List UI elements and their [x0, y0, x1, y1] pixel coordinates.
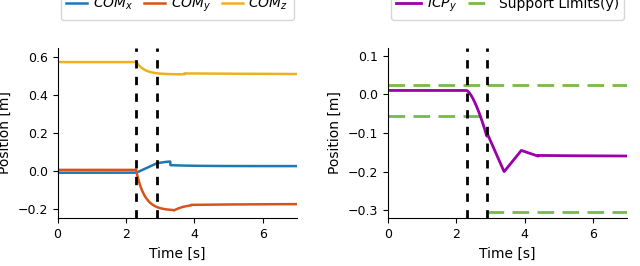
X-axis label: Time [s]: Time [s] [479, 246, 536, 260]
$COM_y$ [245, 203, 253, 206]
$COM_x$ [218, 164, 226, 168]
$COM_z$ [159, 72, 167, 76]
$COM_y$ [218, 203, 226, 206]
Y-axis label: Position [m]: Position [m] [328, 92, 342, 174]
$ICP_y$ [571, 154, 579, 157]
$COM_y$ [293, 202, 301, 206]
$COM_z$ [54, 60, 61, 64]
$ICP_y$ [490, 146, 497, 149]
$COM_x$ [159, 161, 167, 164]
$COM_x$ [78, 171, 86, 174]
$ICP_y$ [575, 154, 583, 157]
$ICP_y$ [623, 154, 631, 157]
$ICP_y$ [548, 154, 556, 157]
Line: $COM_x$: $COM_x$ [58, 161, 297, 173]
$COM_z$ [180, 73, 188, 76]
$COM_z$ [150, 71, 158, 74]
$COM_z$ [293, 72, 301, 76]
Y-axis label: Position [m]: Position [m] [0, 92, 12, 174]
$COM_y$ [78, 168, 86, 172]
$COM_y$ [241, 203, 248, 206]
$COM_y$ [159, 207, 167, 210]
$COM_z$ [241, 72, 248, 75]
$COM_z$ [78, 60, 86, 64]
Line: $ICP_y$: $ICP_y$ [388, 90, 627, 172]
Legend: $ICP_y$, Support Limits(y): $ICP_y$, Support Limits(y) [391, 0, 624, 19]
Line: $COM_z$: $COM_z$ [58, 62, 297, 74]
$COM_x$ [241, 164, 248, 168]
$ICP_y$ [500, 170, 508, 173]
$COM_x$ [150, 163, 158, 166]
$ICP_y$ [384, 89, 392, 92]
$ICP_y$ [408, 89, 416, 92]
$COM_x$ [54, 171, 61, 174]
$COM_x$ [166, 160, 174, 163]
$COM_y$ [150, 204, 158, 207]
Legend: $COM_x$, $COM_y$, $COM_z$: $COM_x$, $COM_y$, $COM_z$ [61, 0, 294, 20]
$COM_x$ [245, 164, 253, 168]
$COM_y$ [170, 209, 178, 212]
$COM_y$ [54, 168, 61, 172]
$COM_z$ [218, 72, 226, 75]
$COM_x$ [293, 164, 301, 168]
X-axis label: Time [s]: Time [s] [149, 246, 205, 260]
$ICP_y$ [481, 127, 488, 131]
Line: $COM_y$: $COM_y$ [58, 170, 297, 210]
$COM_z$ [245, 72, 253, 76]
